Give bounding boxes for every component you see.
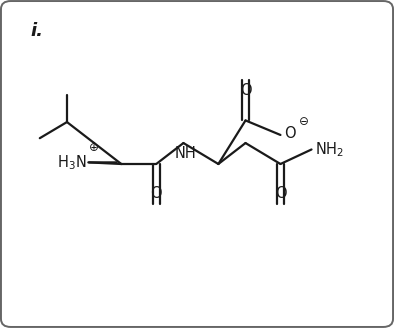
- Text: O: O: [151, 186, 162, 201]
- Text: NH$_2$: NH$_2$: [315, 140, 344, 159]
- Text: NH: NH: [175, 146, 196, 161]
- Text: O: O: [284, 126, 296, 141]
- Text: H$_3$N: H$_3$N: [57, 153, 86, 172]
- Text: i.: i.: [30, 22, 43, 40]
- Text: O: O: [240, 83, 251, 98]
- Text: $\oplus$: $\oplus$: [87, 141, 98, 154]
- Text: O: O: [275, 186, 286, 201]
- Text: $\ominus$: $\ominus$: [298, 114, 309, 128]
